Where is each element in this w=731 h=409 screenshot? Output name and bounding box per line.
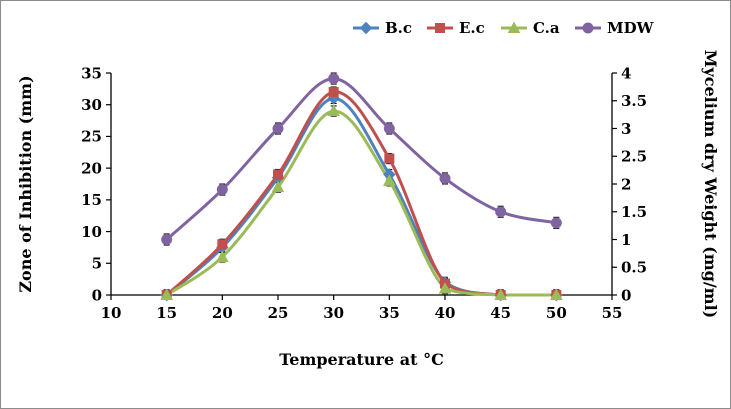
series-markers: [160, 73, 563, 302]
x-tick-label: 55: [602, 304, 623, 322]
y-right-tick-label: 0.5: [621, 259, 647, 277]
data-point-mdw: [439, 172, 451, 184]
legend-label-mdw: MDW: [607, 19, 655, 37]
y-left-tick-label: 15: [81, 191, 102, 209]
y-left-tick-label: 20: [81, 159, 102, 177]
data-point-mdw: [550, 217, 562, 229]
legend-marker-ca: [507, 21, 521, 33]
legend-item-mdw: MDW: [575, 19, 655, 37]
legend-label-bc: B.c: [385, 19, 412, 37]
x-tick-label: 10: [101, 304, 122, 322]
legend: B.c E.c C.a MDW: [353, 19, 655, 37]
data-point-ca: [382, 174, 396, 186]
series-line-mdw: [165, 77, 558, 241]
y-right-tick-label: 2: [621, 175, 631, 193]
y-right-tick-label: 3.5: [621, 92, 647, 110]
y-left-tick-label: 10: [81, 223, 102, 241]
legend-item-ec: E.c: [427, 19, 485, 37]
y-right-tick-label: 1: [621, 231, 631, 249]
x-tick-label: 40: [435, 304, 456, 322]
y-left-tick-label: 0: [92, 286, 102, 304]
data-point-mdw: [272, 123, 284, 134]
data-point-ec: [328, 87, 339, 98]
y-right-tick-label: 4: [621, 64, 631, 82]
y-right-tick-label: 0: [621, 286, 631, 304]
data-point-mdw: [495, 206, 507, 218]
data-point-mdw: [383, 123, 395, 134]
series-line-ca: [165, 109, 558, 297]
data-point-ec: [273, 169, 283, 180]
data-point-ca: [160, 288, 174, 300]
data-point-mdw: [161, 234, 173, 245]
y-left-tick-label: 30: [81, 96, 102, 114]
series-line-bc: [165, 96, 558, 297]
x-tick-label: 25: [268, 304, 289, 322]
data-point-mdw: [328, 73, 340, 85]
legend-label-ca: C.a: [533, 19, 560, 37]
y-right-tick-label: 2.5: [621, 148, 647, 166]
data-point-ca: [215, 250, 229, 262]
x-tick-label: 35: [379, 304, 400, 322]
y-right-tick-label: 1.5: [621, 203, 647, 221]
legend-label-ec: E.c: [459, 19, 485, 37]
data-point-mdw: [216, 184, 228, 196]
data-point-ca: [549, 288, 563, 300]
x-tick-label: 45: [490, 304, 511, 322]
legend-marker-ec: [435, 23, 445, 33]
data-point-ec: [384, 153, 395, 164]
data-point-ca: [327, 104, 341, 117]
y-left-tick-label: 35: [81, 64, 102, 82]
y-left-tick-label: 25: [81, 128, 102, 146]
x-tick-label: 50: [546, 304, 567, 322]
x-tick-label: 20: [212, 304, 233, 322]
x-tick-label: 30: [323, 304, 344, 322]
x-tick-label: 15: [156, 304, 177, 322]
data-point-ca: [438, 282, 452, 294]
x-axis-title: Temperature at °C: [279, 350, 444, 369]
legend-item-ca: C.a: [501, 19, 560, 37]
legend-marker-mdw: [582, 22, 594, 34]
legend-item-bc: B.c: [353, 19, 412, 37]
y-right-tick-label: 3: [621, 120, 631, 138]
y-left-axis-title: Zone of Inhibition (mm): [16, 75, 35, 292]
y-left-tick-label: 5: [92, 255, 102, 273]
series-lines: [165, 77, 558, 297]
data-point-ca: [271, 180, 285, 193]
axes: 10 15 20 25 30 35 40 45 50 550510152025303500.511…: [16, 50, 720, 369]
y-right-axis-title: Mycelium dry Weight (mg/ml): [701, 50, 720, 319]
data-point-ec: [217, 239, 228, 250]
data-point-ca: [494, 288, 508, 300]
legend-marker-bc: [359, 21, 373, 35]
